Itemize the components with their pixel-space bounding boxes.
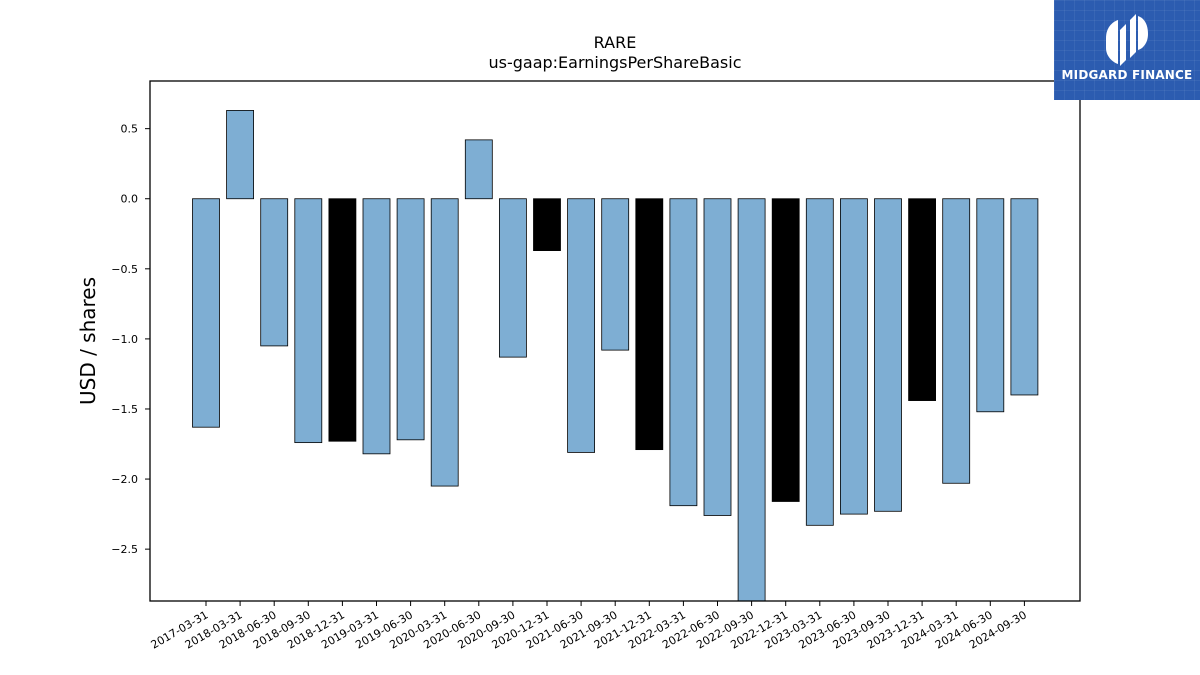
- bar-2021-09-30: [601, 198, 630, 351]
- y-tick-label: −2.5: [111, 543, 138, 556]
- bar-2020-06-30: [464, 139, 493, 200]
- bar-2023-12-31: [908, 198, 936, 401]
- y-tick-label: 0.5: [121, 123, 139, 136]
- midgard-logo-icon: [1106, 14, 1148, 66]
- plot-frame: [149, 80, 1081, 602]
- bar-2023-03-31: [805, 198, 834, 526]
- bar-2024-09-30: [1010, 198, 1039, 396]
- bar-2023-06-30: [840, 198, 868, 515]
- bar-2024-03-31: [942, 198, 971, 484]
- bar-2018-03-31: [226, 110, 255, 200]
- bar-2022-12-31: [771, 198, 800, 502]
- bar-2022-06-30: [703, 198, 732, 516]
- bar-2022-03-31: [669, 198, 698, 507]
- brand-logo: MIDGARD FINANCE: [1054, 0, 1200, 100]
- bar-2019-03-31: [362, 198, 391, 455]
- bar-2023-09-30: [874, 198, 902, 512]
- bar-2024-06-30: [976, 198, 1005, 413]
- y-tick-label: 0.0: [121, 193, 139, 206]
- y-tick-label: −1.0: [111, 333, 138, 346]
- y-tick-label: −1.5: [111, 403, 138, 416]
- x-axis: 2017-03-312018-03-312018-06-302018-09-30…: [149, 601, 1029, 652]
- chart-title: RARE: [594, 33, 637, 52]
- y-axis: 0.5 0.0 −0.5 −1.0 −1.5 −2.0 −2.5: [111, 123, 150, 556]
- y-tick-label: −0.5: [111, 263, 138, 276]
- bar-2017-03-31: [192, 198, 220, 428]
- bars-group: [192, 110, 1039, 602]
- bar-2018-06-30: [260, 198, 289, 347]
- bar-2020-12-31: [533, 198, 561, 251]
- chart-subtitle: us-gaap:EarningsPerShareBasic: [488, 53, 741, 72]
- bar-2019-06-30: [396, 198, 425, 441]
- bar-2021-06-30: [567, 198, 595, 453]
- bar-2018-12-31: [328, 198, 357, 442]
- bar-2020-03-31: [430, 198, 459, 487]
- y-axis-label: USD / shares: [76, 277, 100, 405]
- bar-2018-09-30: [294, 198, 323, 444]
- bar-2022-09-30: [737, 198, 766, 602]
- bar-2021-12-31: [635, 198, 664, 451]
- y-tick-label: −2.0: [111, 473, 138, 486]
- bar-2020-09-30: [498, 198, 527, 358]
- logo-text: MIDGARD FINANCE: [1061, 68, 1193, 82]
